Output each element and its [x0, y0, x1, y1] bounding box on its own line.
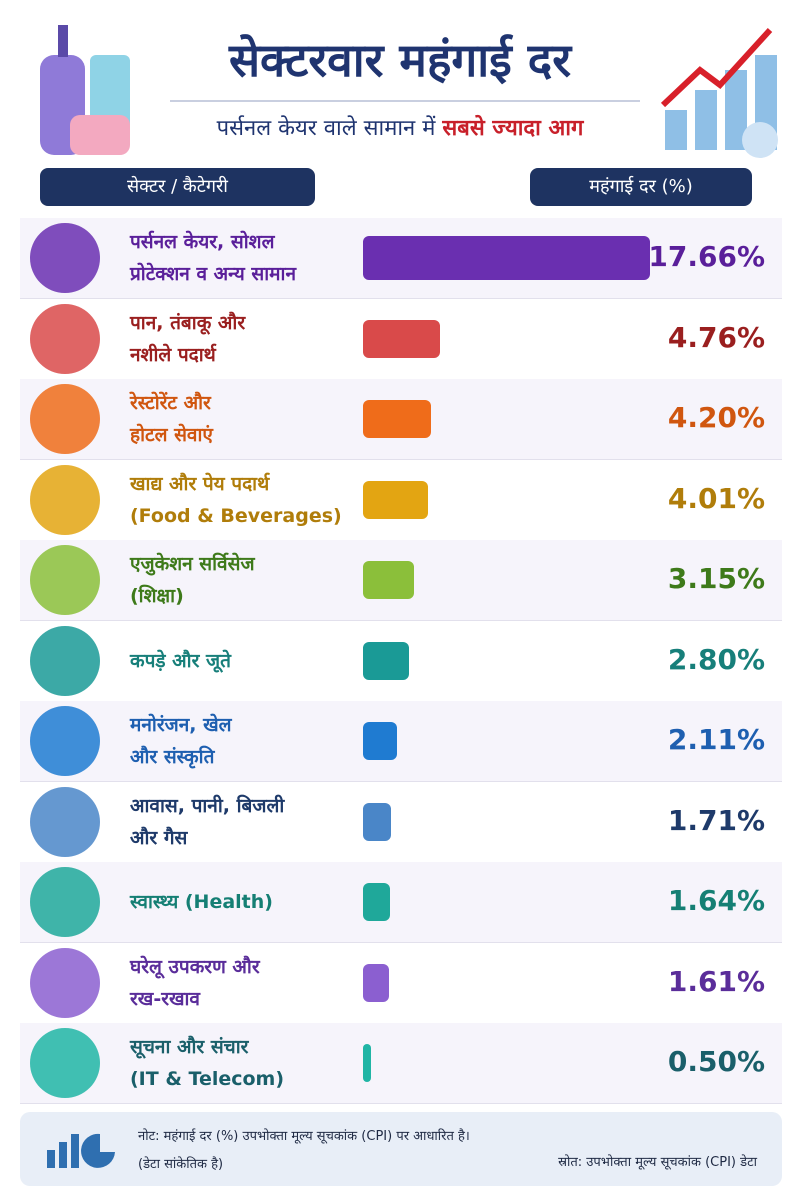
decor-products — [40, 25, 130, 155]
bar — [363, 400, 432, 439]
bar — [363, 883, 390, 922]
bar — [363, 319, 441, 358]
category-icon — [30, 303, 100, 374]
footer: नोट: महंगाई दर (%) उपभोक्ता मूल्य सूचकां… — [20, 1112, 782, 1186]
category-label: कपड़े और जूते — [130, 649, 231, 672]
category-label: एजुकेशन सर्विसेज (शिक्षा) — [130, 553, 255, 608]
category-label: स्वास्थ्य (Health) — [130, 891, 273, 914]
category-icon — [30, 464, 100, 535]
bar — [363, 561, 415, 600]
chart-title: सेक्टरवार महंगाई दर — [228, 33, 572, 87]
row-bg — [20, 781, 782, 863]
value-label: 4.01% — [667, 481, 765, 515]
value-header: महंगाई दर (%) — [530, 168, 752, 206]
bar — [363, 480, 429, 519]
category-icon — [30, 625, 100, 696]
bar — [363, 963, 390, 1002]
row-bg — [20, 701, 782, 782]
note-sub: (डेटा सांकेतिक है) — [138, 1157, 224, 1172]
bar — [363, 802, 391, 841]
category-icon — [30, 223, 100, 294]
category-icon — [30, 1028, 100, 1099]
value-label: 1.71% — [667, 803, 765, 837]
bar — [363, 722, 398, 761]
value-label: 4.76% — [667, 320, 765, 354]
value-label: 1.64% — [667, 884, 765, 918]
value-label: 4.20% — [667, 401, 765, 435]
decor-growth — [660, 27, 778, 158]
bar — [363, 641, 409, 680]
source: स्रोत: उपभोक्ता मूल्य सूचकांक (CPI) डेटा — [558, 1155, 757, 1170]
value-label: 2.80% — [667, 642, 765, 676]
category-label: सूचना और संचार (IT & Telecom) — [130, 1036, 285, 1091]
subtitle: पर्सनल केयर वाले सामान में सबसे ज्यादा आ… — [0, 112, 800, 142]
subtitle-text: पर्सनल केयर वाले सामान में — [216, 116, 436, 141]
row-bg — [20, 942, 782, 1024]
subtitle-highlight: सबसे ज्यादा आग — [442, 116, 584, 141]
bar — [363, 1044, 372, 1083]
category-label: घरेलू उपकरण और रख-रखाव — [130, 955, 260, 1010]
category-label: रेस्टोरेंट और होटल सेवाएं — [130, 392, 213, 447]
category-icon — [30, 384, 100, 455]
value-label: 2.11% — [667, 723, 765, 757]
footer-icon — [47, 1133, 115, 1168]
divider — [170, 100, 640, 102]
category-label: खाद्य और पेय पदार्थ (Food & Beverages) — [130, 472, 342, 527]
category-icon — [30, 545, 100, 616]
note: नोट: महंगाई दर (%) उपभोक्ता मूल्य सूचकां… — [138, 1129, 470, 1144]
value-label: 3.15% — [667, 562, 765, 596]
value-label: 1.61% — [667, 964, 765, 998]
category-label: पर्सनल केयर, सोशल प्रोटेक्शन व अन्य सामा… — [130, 231, 296, 286]
category-icon — [30, 706, 100, 777]
bar — [363, 236, 650, 281]
value-label: 0.50% — [667, 1045, 765, 1079]
category-label: पान, तंबाकू और नशीले पदार्थ — [130, 311, 246, 366]
category-icon — [30, 947, 100, 1018]
category-label: मनोरंजन, खेल और संस्कृति — [130, 714, 232, 769]
value-label: 17.66% — [648, 240, 765, 274]
category-header: सेक्टर / कैटेगरी — [40, 168, 315, 206]
category-icon — [30, 786, 100, 857]
category-icon — [30, 867, 100, 938]
row-bg — [20, 1023, 782, 1104]
row-bg — [20, 862, 782, 943]
category-label: आवास, पानी, बिजली और गैस — [130, 794, 285, 849]
